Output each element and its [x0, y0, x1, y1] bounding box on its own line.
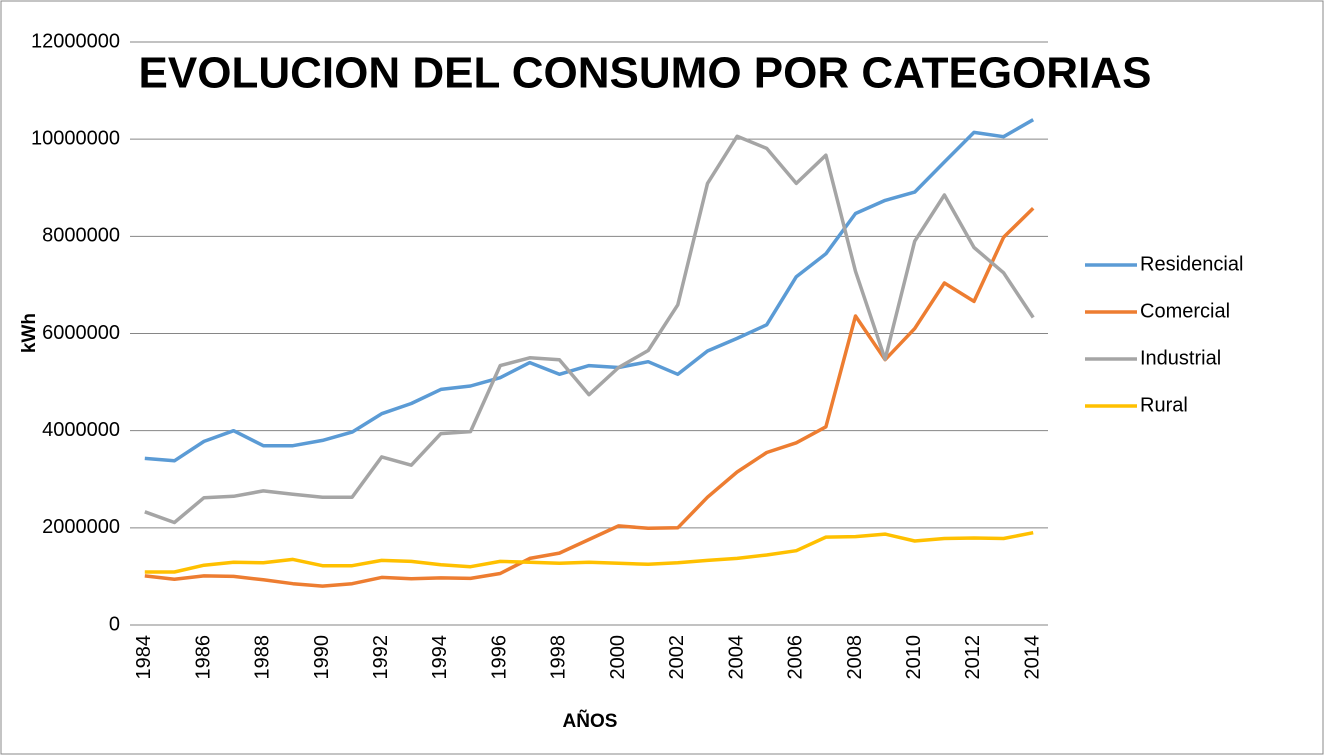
x-tick-label: 2008 — [844, 635, 866, 680]
x-tick-label: 1992 — [370, 635, 392, 680]
series-line — [144, 118, 1035, 463]
series-line — [144, 134, 1035, 525]
x-tick-label: 2002 — [666, 635, 688, 680]
x-tick-label: 1994 — [429, 635, 451, 680]
y-tick-label: 0 — [109, 613, 120, 635]
x-tick-label: 1990 — [311, 635, 333, 680]
y-tick-label: 4000000 — [42, 419, 120, 441]
x-tick-label: 2010 — [903, 635, 925, 680]
x-tick-label: 2000 — [607, 635, 629, 680]
legend-label: Industrial — [1140, 347, 1221, 369]
x-tick-label: 1984 — [133, 635, 155, 680]
chart-title: EVOLUCION DEL CONSUMO POR CATEGORIAS — [139, 49, 1152, 98]
x-axis-label: AÑOS — [563, 710, 618, 732]
x-tick-label: 2004 — [725, 635, 747, 680]
y-tick-label: 8000000 — [42, 225, 120, 247]
x-tick-label: 1986 — [192, 635, 214, 680]
legend-label: Comercial — [1140, 300, 1230, 322]
x-tick-label: 2014 — [1021, 635, 1043, 680]
legend-label: Rural — [1140, 394, 1188, 416]
y-tick-label: 12000000 — [31, 30, 120, 52]
legend-label: Residencial — [1140, 253, 1243, 275]
x-tick-label: 1988 — [252, 635, 274, 680]
y-tick-label: 2000000 — [42, 516, 120, 538]
y-tick-label: 10000000 — [31, 127, 120, 149]
y-axis-label: kWh — [19, 313, 40, 353]
x-tick-label: 1996 — [488, 635, 510, 680]
y-tick-label: 6000000 — [42, 322, 120, 344]
x-tick-label: 2006 — [785, 635, 807, 680]
x-tick-label: 2012 — [962, 635, 984, 680]
x-tick-label: 1998 — [548, 635, 570, 680]
series-line — [144, 530, 1034, 574]
